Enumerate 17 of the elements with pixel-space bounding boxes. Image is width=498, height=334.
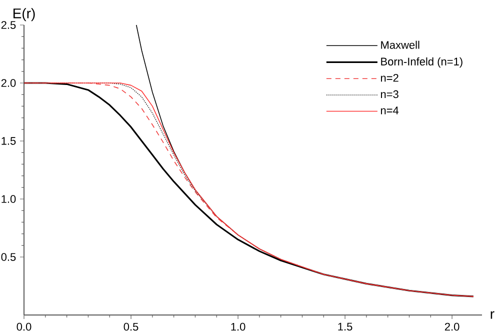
y-tick-label: 2.5 xyxy=(1,21,16,29)
y-tick-label: 1.0 xyxy=(2,195,16,203)
legend-label: n=4 xyxy=(380,106,399,114)
legend-label: Born-Infeld (n=1) xyxy=(381,57,462,68)
x-axis-title: r xyxy=(490,311,494,319)
y-tick-label: 1.5 xyxy=(2,137,16,145)
x-tick-label: 0.0 xyxy=(16,322,32,331)
y-tick-label: 0.5 xyxy=(1,253,16,261)
legend-label: n=2 xyxy=(380,74,398,82)
y-tick-label: 2.0 xyxy=(1,79,16,87)
legend-label: n=3 xyxy=(380,90,398,98)
x-tick-label: 2.0 xyxy=(444,322,460,331)
x-tick-label: 1.0 xyxy=(231,322,246,331)
x-tick-label: 1.5 xyxy=(338,322,352,331)
y-axis-title: E(r) xyxy=(13,8,35,22)
legend-label: Maxwell xyxy=(381,40,420,49)
x-tick-label: 0.5 xyxy=(124,322,138,331)
